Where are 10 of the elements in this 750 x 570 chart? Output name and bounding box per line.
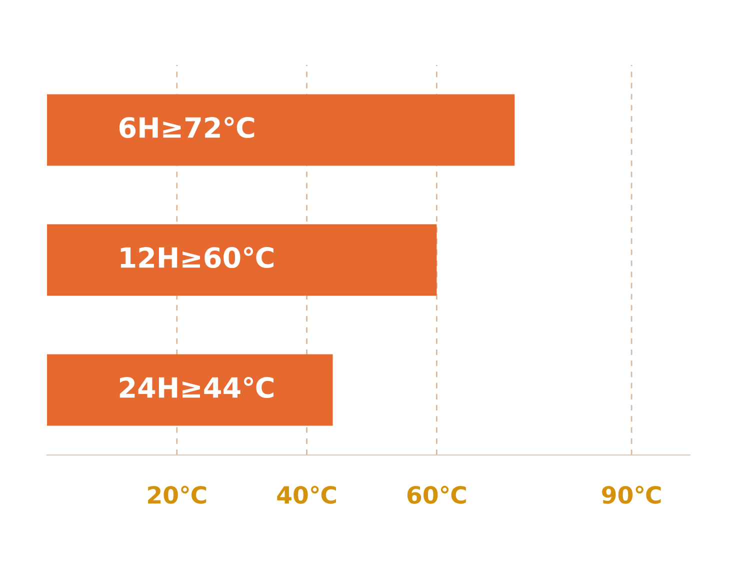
x-tick-label: 60℃ <box>407 486 466 504</box>
bar <box>47 354 333 426</box>
data-label: 12H≥60℃ <box>120 246 274 268</box>
bar <box>47 94 515 166</box>
data-label: 6H≥72℃ <box>119 116 254 138</box>
bar <box>47 224 437 296</box>
x-tick-label: 40℃ <box>277 486 336 504</box>
x-tick-label: 90℃ <box>602 486 661 504</box>
data-label: 24H≥44℃ <box>120 376 274 398</box>
x-tick-label: 20℃ <box>148 486 206 504</box>
